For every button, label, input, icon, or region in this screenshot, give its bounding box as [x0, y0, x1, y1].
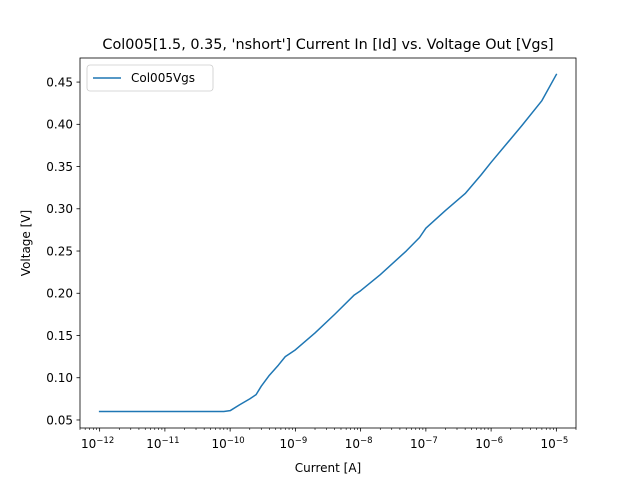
x-tick-label: 10−12 [81, 436, 114, 451]
y-tick-label: 0.45 [46, 75, 73, 89]
chart-title: Col005[1.5, 0.35, 'nshort'] Current In [… [102, 37, 553, 53]
y-tick-label: 0.15 [46, 329, 73, 343]
y-axis-label: Voltage [V] [19, 210, 33, 276]
x-tick-label: 10−5 [540, 436, 568, 451]
y-tick-label: 0.30 [46, 202, 73, 216]
x-tick-label: 10−7 [410, 436, 438, 451]
x-tick-label: 10−8 [345, 436, 373, 451]
series-line [98, 73, 558, 413]
x-tick-label: 10−6 [475, 436, 503, 451]
y-tick-label: 0.25 [46, 244, 73, 258]
series-layer [98, 73, 558, 413]
x-tick-label: 10−11 [146, 436, 179, 451]
y-tick-label: 0.40 [46, 118, 73, 132]
legend: Col005Vgs [86, 64, 214, 92]
y-tick-label: 0.10 [46, 371, 73, 385]
x-axis-label: Current [A] [295, 461, 361, 475]
legend-box [86, 64, 214, 92]
x-tick-label: 10−10 [212, 436, 245, 451]
y-tick-label: 0.05 [46, 413, 73, 427]
y-tick-label: 0.20 [46, 287, 73, 301]
legend-label: Col005Vgs [131, 71, 195, 85]
plot-frame [79, 57, 577, 429]
y-axis-ticks: 0.05 0.10 0.15 0.20 0.25 0.30 0.35 0.40 0.45 [46, 75, 80, 427]
x-axis-ticks: 10−12 10−11 10−10 10−9 10−8 10−7 10−6 10−5 [79, 428, 577, 451]
x-tick-label: 10−9 [279, 436, 307, 451]
y-tick-label: 0.35 [46, 160, 73, 174]
